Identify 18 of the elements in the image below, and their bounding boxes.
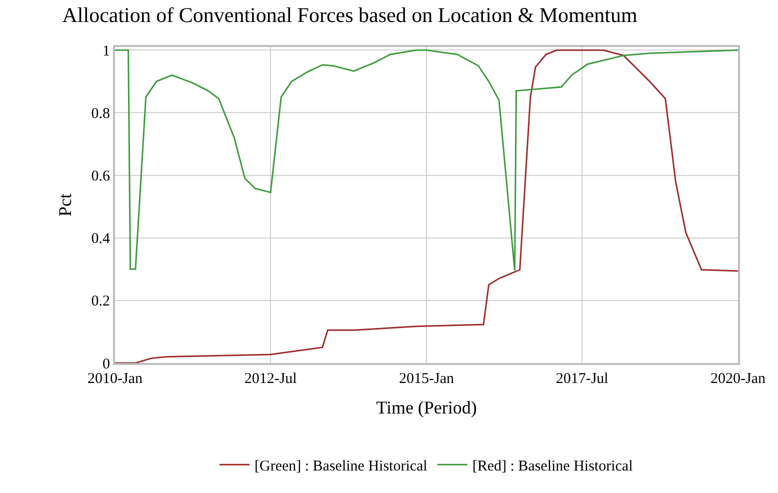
y-tick-label: 1 [102,43,110,60]
chart-title: Allocation of Conventional Forces based on Location & Momentum [62,3,638,28]
x-tick-label: 2010-Jan [88,371,143,387]
legend-label: [Red] : Baseline Historical [472,458,633,474]
y-tick-label: 0 [102,356,110,372]
x-tick-label: 2012-Jul [244,371,297,387]
y-tick-label: 0.2 [91,294,110,310]
y-tick-label: 0.8 [91,106,110,122]
x-axis-title: Time (Period) [376,398,477,418]
x-tick-label: 2020-Jan [710,371,766,387]
y-tick-label: 0.6 [91,168,110,185]
y-axis-title: Pct [54,193,75,217]
legend-label: [Green] : Baseline Historical [254,458,428,474]
x-tick-label: 2017-Jul [556,371,608,387]
x-tick-label: 2015-Jan [399,371,454,387]
y-tick-label: 0.4 [91,231,110,248]
line-series [115,49,738,363]
line-series [115,49,738,272]
